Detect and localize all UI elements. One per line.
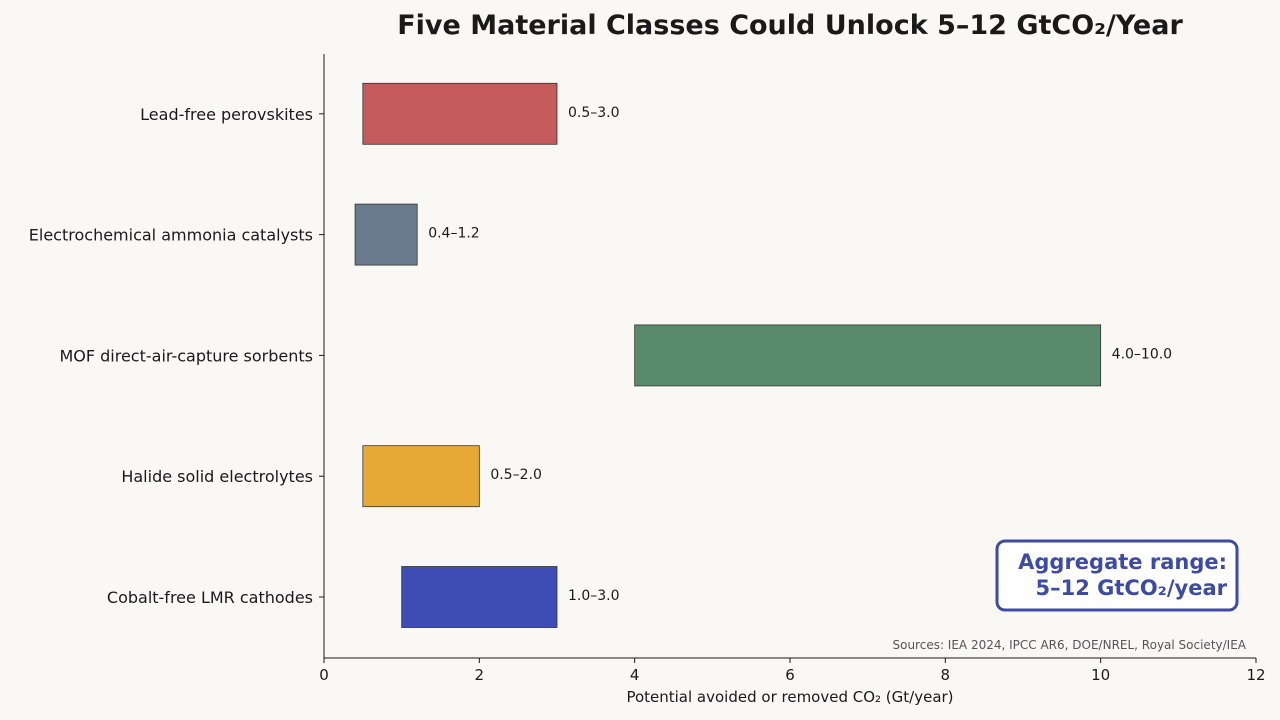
data-label-cobalt-free-lmr-cathodes: 1.0–3.0 xyxy=(568,588,620,604)
category-label-electrochemical-ammonia-catalysts: Electrochemical ammonia catalysts xyxy=(29,226,313,245)
x-tick-label-8: 8 xyxy=(941,666,951,684)
aggregate-range-line-2: 5–12 GtCO₂/year xyxy=(1035,576,1227,600)
aggregate-range-frame xyxy=(995,539,1239,612)
category-label-halide-solid-electrolytes: Halide solid electrolytes xyxy=(121,467,313,486)
bar-lead-free-perovskites xyxy=(362,82,558,145)
aggregate-range-box: Aggregate range: 5–12 GtCO₂/year xyxy=(995,539,1239,612)
bar-electrochemical-ammonia-catalysts xyxy=(354,203,418,266)
data-label-lead-free-perovskites: 0.5–3.0 xyxy=(568,105,620,121)
aggregate-range-line-1: Aggregate range: xyxy=(1018,550,1227,574)
x-tick-label-12: 12 xyxy=(1246,666,1265,684)
bars-group: Lead-free perovskites 0.5–3.0 Electrochemi… xyxy=(29,82,1172,628)
category-label-cobalt-free-lmr-cathodes: Cobalt-free LMR cathodes xyxy=(107,588,313,607)
category-label-mof-direct-air-capture-sorbents: MOF direct-air-capture sorbents xyxy=(59,346,313,365)
bar-cobalt-free-lmr-cathodes xyxy=(401,566,558,628)
x-tick-label-0: 0 xyxy=(319,666,329,684)
source-note: Sources: IEA 2024, IPCC AR6, DOE/NREL, R… xyxy=(892,638,1246,652)
x-tick-label-2: 2 xyxy=(475,666,485,684)
x-ticks-group: 0 2 4 6 8 10 12 xyxy=(319,658,1266,684)
category-label-lead-free-perovskites: Lead-free perovskites xyxy=(140,105,313,124)
x-tick-label-6: 6 xyxy=(785,666,795,684)
x-axis-title: Potential avoided or removed CO₂ (Gt/yea… xyxy=(626,688,953,706)
x-tick-label-4: 4 xyxy=(630,666,640,684)
data-label-electrochemical-ammonia-catalysts: 0.4–1.2 xyxy=(428,226,480,242)
bar-mof-direct-air-capture-sorbents xyxy=(634,324,1102,387)
x-tick-label-10: 10 xyxy=(1091,666,1110,684)
data-label-halide-solid-electrolytes: 0.5–2.0 xyxy=(490,467,542,483)
chart-title: Five Material Classes Could Unlock 5–12 … xyxy=(397,10,1183,41)
data-label-mof-direct-air-capture-sorbents: 4.0–10.0 xyxy=(1112,346,1172,362)
bar-halide-solid-electrolytes xyxy=(362,445,480,508)
